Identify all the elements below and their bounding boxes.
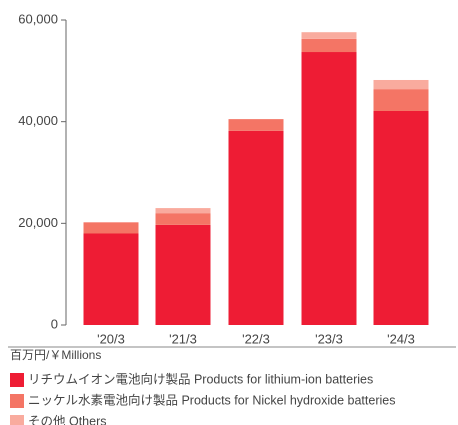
bar-segment [83, 222, 139, 234]
x-tick-label: '21/3 [169, 331, 197, 346]
x-tick-label: '23/3 [315, 331, 343, 346]
bar-segment [301, 38, 357, 53]
legend-swatch [10, 394, 24, 408]
bar-segment [228, 130, 284, 325]
unit-label: 百万円/￥Millions [10, 348, 101, 362]
bar-segment [155, 208, 211, 214]
bar-segment [301, 52, 357, 326]
y-tick-label: 60,000 [18, 11, 58, 26]
y-tick-label: 20,000 [18, 215, 58, 230]
legend-label: リチウムイオン電池向け製品 Products for lithium-ion b… [28, 371, 373, 386]
x-tick-label: '20/3 [97, 331, 125, 346]
bar-segment [83, 233, 139, 325]
bar-segment [155, 213, 211, 225]
bar-segment [373, 89, 429, 111]
legend-swatch [10, 373, 24, 387]
x-tick-label: '24/3 [387, 331, 415, 346]
y-tick-label: 40,000 [18, 113, 58, 128]
legend-label: ニッケル水素電池向け製品 Products for Nickel hydroxi… [28, 392, 395, 407]
bar-segment [155, 224, 211, 325]
y-tick-label: 0 [51, 316, 58, 331]
bar-segment [373, 79, 429, 90]
x-tick-label: '22/3 [242, 331, 270, 346]
legend-label: その他 Others [28, 414, 107, 425]
bar-segment [373, 110, 429, 325]
bar-segment [301, 32, 357, 39]
legend-swatch [10, 415, 24, 425]
bar-segment [228, 119, 284, 131]
